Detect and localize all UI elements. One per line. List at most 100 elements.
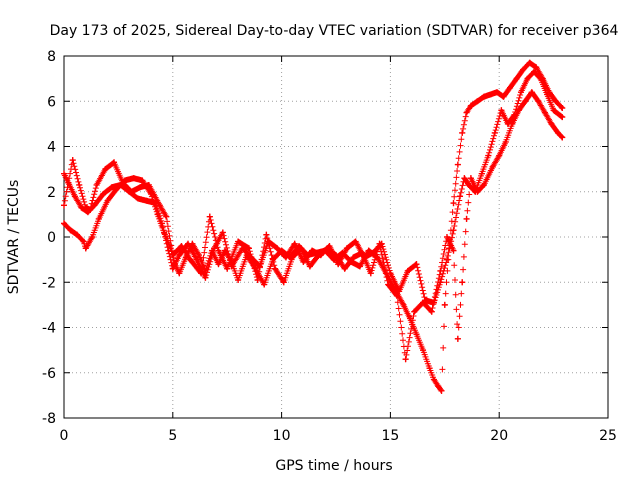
data-point — [526, 59, 533, 66]
data-point — [537, 75, 544, 82]
data-point — [459, 279, 466, 286]
data-point — [435, 383, 442, 390]
data-point — [533, 64, 540, 71]
data-point — [498, 107, 505, 114]
data-point — [467, 102, 474, 109]
data-point — [552, 98, 559, 105]
data-point — [169, 252, 176, 259]
y-tick-label: -4 — [42, 321, 56, 337]
data-point — [206, 213, 213, 220]
x-tick-label: 10 — [273, 428, 291, 444]
data-point — [500, 93, 507, 100]
y-axis-label: SDTVAR / TECUs — [6, 180, 22, 295]
data-point — [245, 245, 252, 252]
data-point — [489, 163, 496, 170]
data-point — [550, 107, 557, 114]
data-point — [517, 89, 524, 96]
data-point — [315, 252, 322, 259]
data-point — [385, 281, 392, 288]
data-point — [61, 220, 67, 227]
data-point — [411, 308, 418, 315]
data-point — [426, 365, 433, 372]
data-point — [274, 245, 281, 252]
data-point — [211, 245, 218, 252]
data-point — [71, 193, 78, 200]
data-point — [515, 107, 522, 114]
data-point — [280, 279, 287, 286]
data-point — [108, 184, 115, 191]
grid-lines — [64, 56, 608, 418]
data-point — [376, 240, 383, 247]
data-point — [309, 247, 316, 254]
data-point — [178, 243, 185, 250]
data-point — [457, 193, 464, 200]
y-tick-label: 2 — [47, 185, 56, 201]
data-point — [128, 188, 135, 195]
data-point — [193, 256, 200, 263]
x-axis-label: GPS time / hours — [275, 458, 392, 474]
data-point — [215, 247, 222, 254]
data-point — [202, 274, 209, 281]
data-point — [554, 129, 561, 136]
data-point — [459, 129, 466, 136]
data-point — [130, 175, 137, 182]
data-point — [282, 254, 289, 261]
data-point — [61, 202, 67, 209]
data-point — [480, 181, 487, 188]
series-trail — [61, 59, 565, 394]
data-point — [400, 301, 407, 308]
data-point — [487, 91, 494, 98]
data-point — [474, 98, 481, 105]
data-point — [441, 301, 448, 308]
data-point — [454, 335, 461, 342]
data-point — [263, 231, 270, 238]
data-point — [158, 220, 165, 227]
data-point — [306, 263, 313, 270]
data-point — [93, 181, 100, 188]
data-point — [324, 245, 331, 252]
chart-title: Day 173 of 2025, Sidereal Day-to-day VTE… — [50, 23, 619, 39]
data-point — [420, 299, 427, 306]
data-point — [224, 265, 231, 272]
data-point — [69, 157, 76, 164]
data-point — [465, 181, 472, 188]
data-point — [82, 204, 89, 211]
series-trace-C — [61, 89, 566, 363]
data-point — [393, 292, 400, 299]
data-point — [100, 191, 107, 198]
data-point — [491, 129, 498, 136]
data-point — [548, 120, 555, 127]
data-point — [95, 215, 102, 222]
data-point — [291, 240, 298, 247]
data-point — [187, 256, 194, 263]
data-point — [437, 267, 444, 274]
data-point — [74, 231, 81, 238]
data-point — [461, 175, 468, 182]
data-point — [485, 152, 492, 159]
y-tick-label: -6 — [42, 366, 56, 382]
data-point — [522, 98, 529, 105]
data-point — [509, 120, 516, 127]
data-point — [478, 170, 485, 177]
y-tick-label: 6 — [47, 94, 56, 110]
data-point — [176, 270, 183, 277]
data-point — [333, 252, 339, 259]
data-point — [341, 265, 348, 272]
data-point — [559, 105, 566, 112]
data-point — [544, 91, 551, 98]
data-point — [359, 249, 366, 256]
data-point — [402, 356, 409, 363]
data-point — [185, 240, 192, 247]
data-point — [134, 195, 141, 202]
x-tick-label: 0 — [60, 428, 69, 444]
series-trace-A — [61, 59, 566, 394]
data-point — [80, 238, 87, 245]
data-point — [350, 254, 357, 261]
y-tick-label: 0 — [47, 230, 56, 246]
data-point — [235, 238, 242, 245]
data-point — [367, 270, 374, 277]
data-point — [139, 177, 146, 184]
data-point — [520, 66, 527, 73]
data-point — [559, 114, 566, 121]
